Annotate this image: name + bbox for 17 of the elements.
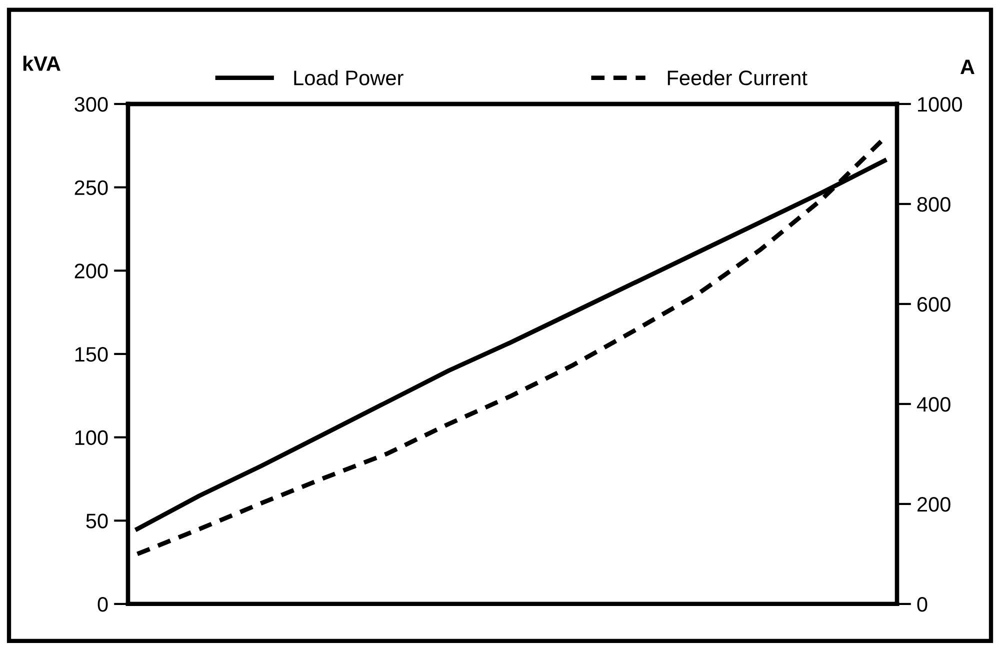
y2-axis-title: A xyxy=(960,60,974,74)
y2-tick-label: 0 xyxy=(917,596,928,612)
y-tick-label: 100 xyxy=(75,430,108,446)
y-tick-label: 0 xyxy=(98,596,108,612)
y2-tick-label: 400 xyxy=(916,396,950,412)
y-tick-label: 150 xyxy=(75,346,108,362)
y-axis-title: kVA xyxy=(23,56,60,71)
y-tick-label: 300 xyxy=(74,96,108,112)
legend-label: Load Power xyxy=(294,70,404,86)
y2-tick-label: 1000 xyxy=(918,96,962,112)
legend-label: Feeder Current xyxy=(668,70,808,86)
y-tick-label: 50 xyxy=(86,514,108,528)
y-tick-label: 250 xyxy=(74,180,108,196)
y2-tick-label: 600 xyxy=(918,296,950,312)
y-tick-label: 200 xyxy=(74,264,108,278)
y2-tick-label: 800 xyxy=(917,196,950,212)
y2-tick-label: 200 xyxy=(917,496,950,512)
